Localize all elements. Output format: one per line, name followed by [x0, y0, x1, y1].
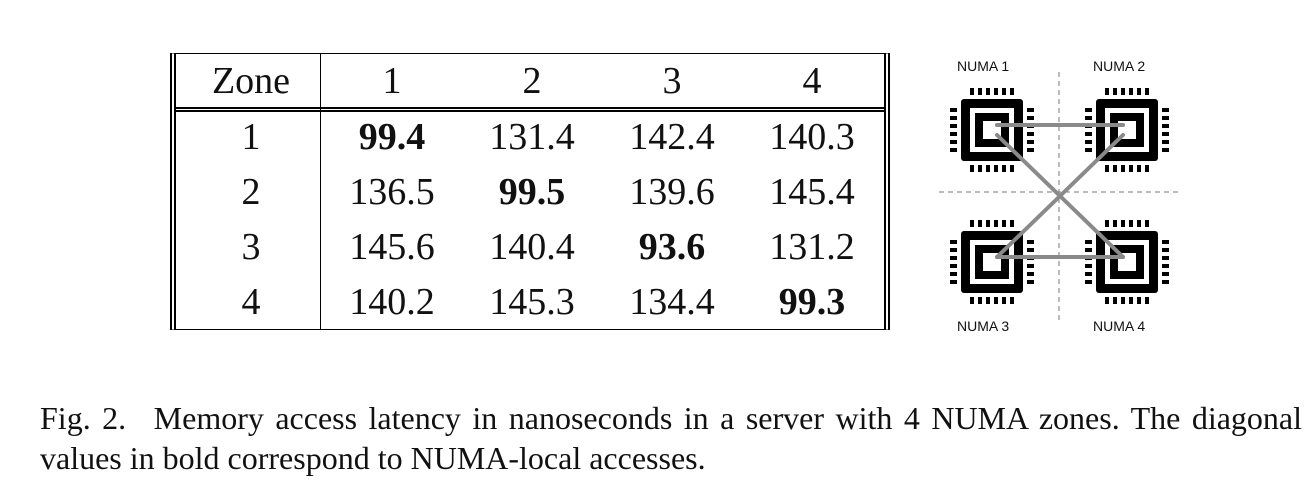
cell-3-4: 131.2	[769, 226, 855, 268]
cell-2-4: 145.4	[769, 171, 855, 213]
cell-1-2: 131.4	[489, 116, 575, 158]
zone-column-divider	[320, 53, 321, 330]
latency-table	[170, 53, 890, 330]
cell-2-2: 99.5	[498, 171, 566, 213]
numa-3-label: NUMA 3	[957, 318, 1010, 334]
figure-label: Fig. 2.	[40, 400, 127, 436]
link-2-3	[995, 133, 1125, 259]
header-col-2: 2	[522, 60, 542, 102]
numa-1-label: NUMA 1	[957, 58, 1010, 74]
cell-4-4: 99.3	[778, 281, 846, 323]
row-zone-2: 2	[241, 171, 261, 213]
numa-diagram: NUMA 1 NUMA 2 NUMA 3 NUMA 4	[935, 50, 1183, 342]
cell-3-3: 93.6	[638, 226, 706, 268]
cell-3-1: 145.6	[349, 226, 435, 268]
row-zone-4: 4	[241, 281, 261, 323]
header-col-3: 3	[662, 60, 682, 102]
numa-4-label: NUMA 4	[1093, 318, 1146, 334]
numa-diagram-svg	[939, 72, 1179, 320]
header-zone: Zone	[211, 60, 291, 102]
cell-4-2: 145.3	[489, 281, 575, 323]
cell-1-4: 140.3	[769, 116, 855, 158]
header-col-1: 1	[382, 60, 402, 102]
cell-1-3: 142.4	[629, 116, 715, 158]
row-zone-1: 1	[241, 116, 261, 158]
header-col-4: 4	[802, 60, 822, 102]
cell-4-1: 140.2	[349, 281, 435, 323]
cell-3-2: 140.4	[489, 226, 575, 268]
interconnect-links	[995, 123, 1125, 259]
cell-1-1: 99.4	[358, 116, 426, 158]
figure-caption: Fig. 2. Memory access latency in nanosec…	[40, 398, 1302, 478]
header-rule	[176, 107, 884, 112]
cell-2-3: 139.6	[629, 171, 715, 213]
cell-4-3: 134.4	[629, 281, 715, 323]
row-zone-3: 3	[241, 226, 261, 268]
caption-text: Memory access latency in nanoseconds in …	[40, 400, 1303, 476]
cell-2-1: 136.5	[349, 171, 435, 213]
numa-2-label: NUMA 2	[1093, 58, 1146, 74]
